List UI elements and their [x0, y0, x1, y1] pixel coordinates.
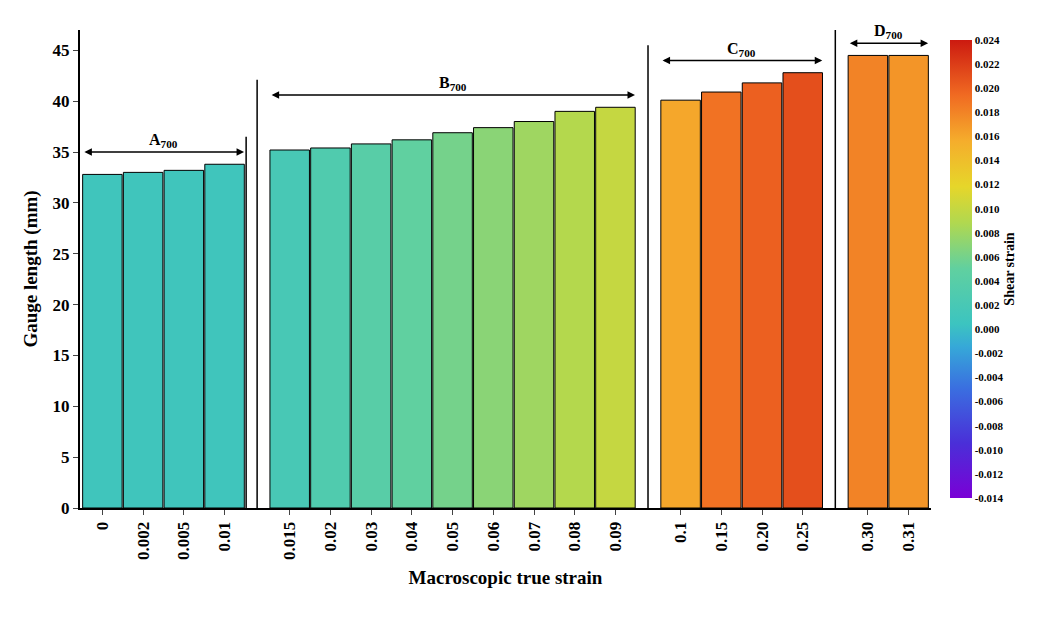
svg-text:0.15: 0.15 — [712, 522, 731, 552]
svg-text:0.01: 0.01 — [215, 522, 234, 552]
svg-text:0.07: 0.07 — [525, 521, 544, 551]
svg-text:0.05: 0.05 — [443, 522, 462, 552]
svg-text:5: 5 — [61, 448, 70, 467]
svg-text:0.20: 0.20 — [753, 522, 772, 552]
svg-text:0.03: 0.03 — [362, 522, 381, 552]
svg-text:-0.008: -0.008 — [975, 420, 1004, 432]
svg-text:B​700​: B​700​ — [439, 74, 467, 93]
svg-text:0.008: 0.008 — [975, 227, 1000, 239]
svg-text:0.04: 0.04 — [402, 521, 421, 551]
svg-text:0.010: 0.010 — [975, 203, 1000, 215]
svg-text:0.014: 0.014 — [975, 154, 1000, 166]
svg-text:40: 40 — [53, 92, 70, 111]
svg-text:0.000: 0.000 — [975, 323, 1000, 335]
svg-text:0.09: 0.09 — [606, 522, 625, 552]
svg-text:0.002: 0.002 — [134, 522, 153, 560]
svg-text:C​700​: C​700​ — [727, 40, 756, 59]
svg-text:0.006: 0.006 — [975, 251, 1000, 263]
svg-text:0.31: 0.31 — [899, 522, 918, 552]
svg-text:20: 20 — [53, 296, 70, 315]
svg-text:0.30: 0.30 — [858, 522, 877, 552]
svg-text:0.018: 0.018 — [975, 106, 1000, 118]
svg-text:-0.006: -0.006 — [975, 395, 1004, 407]
svg-text:0: 0 — [93, 522, 112, 531]
svg-text:Shear strain: Shear strain — [1002, 232, 1017, 305]
svg-text:0.024: 0.024 — [975, 34, 1000, 46]
svg-text:45: 45 — [53, 41, 70, 60]
svg-text:0.002: 0.002 — [975, 299, 1000, 311]
svg-text:0.08: 0.08 — [565, 522, 584, 552]
svg-text:Macroscopic true strain: Macroscopic true strain — [409, 567, 603, 588]
svg-text:A​700​: A​700​ — [149, 131, 178, 150]
svg-text:0.25: 0.25 — [793, 522, 812, 552]
svg-text:0.012: 0.012 — [975, 178, 1000, 190]
svg-text:0.1: 0.1 — [671, 522, 690, 543]
svg-text:0.02: 0.02 — [321, 522, 340, 552]
svg-text:0.020: 0.020 — [975, 82, 1000, 94]
svg-text:-0.002: -0.002 — [975, 347, 1004, 359]
svg-text:D​700​: D​700​ — [874, 22, 903, 41]
svg-text:30: 30 — [53, 194, 70, 213]
svg-text:0.016: 0.016 — [975, 130, 1000, 142]
svg-text:Gauge length (mm): Gauge length (mm) — [20, 190, 42, 347]
svg-text:10: 10 — [53, 397, 70, 416]
svg-text:-0.014: -0.014 — [975, 492, 1004, 504]
svg-text:0.022: 0.022 — [975, 58, 1000, 70]
svg-text:0.004: 0.004 — [975, 275, 1000, 287]
svg-text:-0.010: -0.010 — [975, 444, 1004, 456]
svg-text:0.06: 0.06 — [484, 522, 503, 552]
svg-text:15: 15 — [53, 346, 70, 365]
svg-text:-0.012: -0.012 — [975, 468, 1004, 480]
svg-text:35: 35 — [53, 143, 70, 162]
svg-text:0.005: 0.005 — [174, 522, 193, 560]
svg-text:0.015: 0.015 — [280, 522, 299, 560]
svg-text:-0.004: -0.004 — [975, 371, 1004, 383]
svg-text:0: 0 — [61, 499, 70, 518]
svg-text:25: 25 — [53, 245, 70, 264]
